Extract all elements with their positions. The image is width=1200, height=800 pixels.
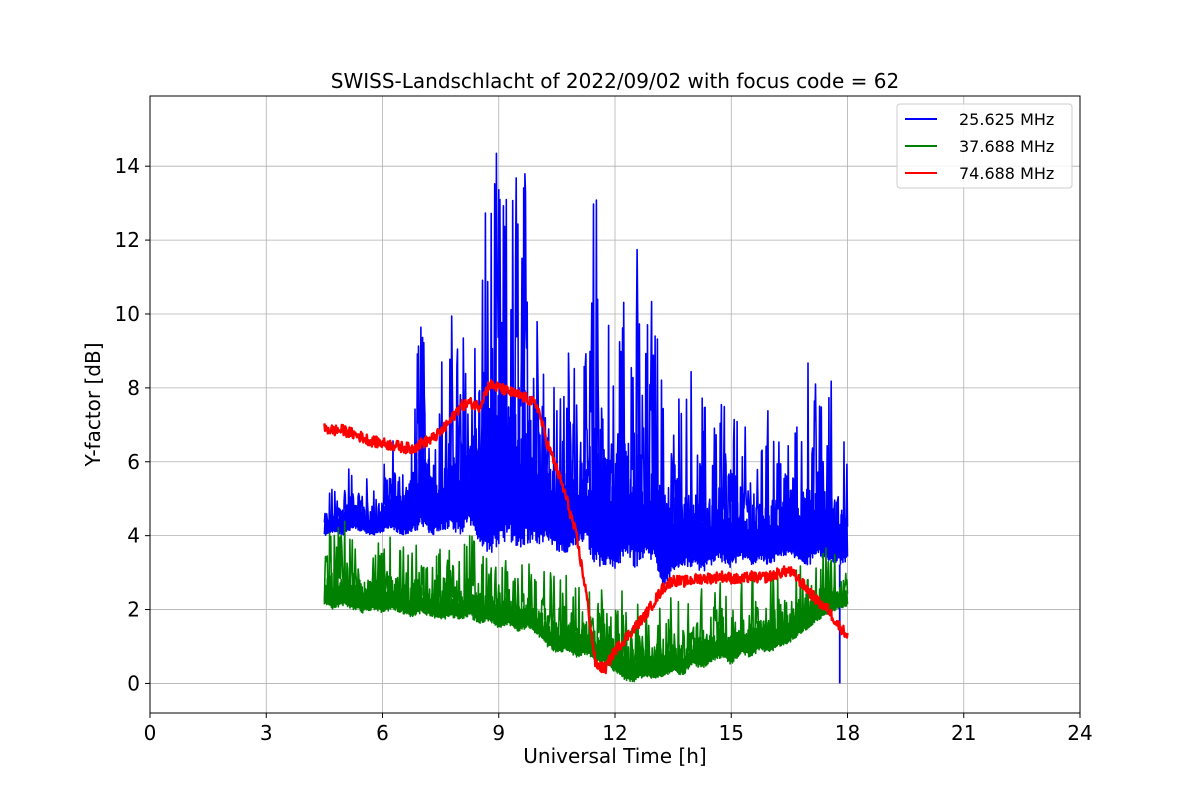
series-74-688-MHz <box>323 379 849 675</box>
series-band <box>323 573 849 683</box>
y-tick-label: 8 <box>127 376 140 400</box>
y-tick-label: 4 <box>127 524 140 548</box>
legend-box <box>896 103 1073 189</box>
y-tick-label: 14 <box>115 154 140 178</box>
x-tick-label: 24 <box>1067 721 1092 745</box>
y-axis-label: Y-factor [dB] <box>81 342 105 467</box>
x-tick-label: 9 <box>492 721 505 745</box>
x-tick-label: 15 <box>719 721 744 745</box>
y-tick-label: 2 <box>127 598 140 622</box>
y-tick-label: 12 <box>115 228 140 252</box>
series-line <box>323 152 849 585</box>
x-tick-label: 6 <box>376 721 389 745</box>
x-tick-label: 12 <box>602 721 627 745</box>
y-tick-label: 10 <box>115 302 140 326</box>
series-line <box>323 379 849 675</box>
y-tick-label: 6 <box>127 450 140 474</box>
x-tick-label: 21 <box>951 721 976 745</box>
chart-title: SWISS-Landschlacht of 2022/09/02 with fo… <box>331 69 899 93</box>
series-band <box>323 386 849 585</box>
x-tick-label: 3 <box>260 721 273 745</box>
legend-entry-label: 37.688 MHz <box>959 137 1054 156</box>
x-axis-label: Universal Time [h] <box>523 744 706 768</box>
series-line <box>323 520 849 683</box>
x-tick-label: 0 <box>144 721 157 745</box>
series-layer <box>323 152 849 684</box>
series-37-688-MHz <box>323 520 849 683</box>
y-tick-label: 0 <box>127 671 140 695</box>
legend-entry-label: 74.688 MHz <box>959 164 1054 183</box>
legend-entry-label: 25.625 MHz <box>959 110 1054 129</box>
legend: 25.625 MHz 37.688 MHz 74.688 MHz <box>896 103 1073 189</box>
x-tick-label: 18 <box>835 721 860 745</box>
